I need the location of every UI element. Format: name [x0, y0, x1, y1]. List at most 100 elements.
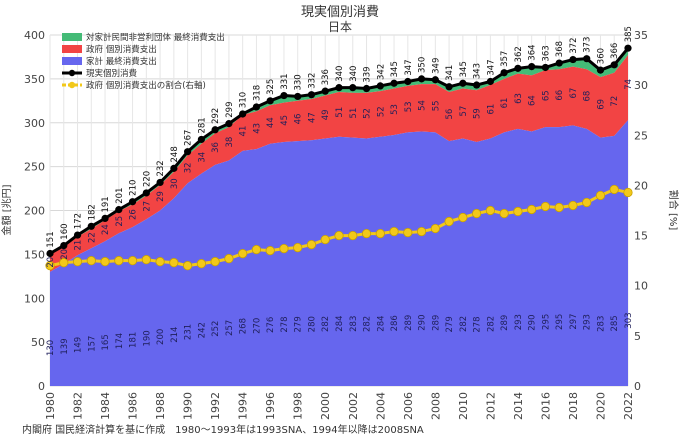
total-point [266, 97, 274, 105]
left-tick-label: 50 [31, 336, 45, 349]
total-point [46, 249, 54, 258]
government-data-label: 69 [596, 99, 606, 110]
legend-label: 家計 最終消費支出 [86, 56, 157, 67]
total-data-label: 350 [418, 57, 428, 73]
government-data-label: 65 [541, 90, 551, 101]
household-data-label: 283 [349, 316, 359, 332]
total-point [569, 55, 577, 64]
x-tick-label: 1996 [264, 392, 277, 420]
right-axis-label: 割合 [%] [667, 190, 680, 231]
right-tick-label: 30 [634, 79, 648, 92]
ratio-point [59, 258, 69, 268]
government-data-label: 72 [610, 96, 620, 107]
household-data-label: 252 [211, 321, 221, 337]
total-data-label: 201 [115, 188, 125, 204]
x-tick-label: 1982 [72, 392, 85, 420]
household-data-label: 290 [418, 315, 428, 331]
household-data-label: 279 [294, 316, 304, 332]
household-data-label: 200 [156, 329, 166, 345]
left-tick-label: 200 [24, 205, 45, 218]
total-point [197, 135, 205, 144]
government-data-label: 27 [142, 201, 152, 212]
ratio-point [196, 259, 206, 269]
ratio-line-series [45, 184, 633, 271]
x-tick-label: 2022 [622, 392, 635, 420]
x-tick-label: 2006 [402, 392, 415, 420]
total-data-label: 363 [541, 45, 551, 61]
household-data-label: 157 [87, 336, 97, 352]
total-point [87, 222, 95, 230]
total-point [610, 61, 618, 69]
area-government-consumption [50, 55, 628, 272]
household-data-label: 289 [500, 315, 510, 331]
total-data-label: 357 [500, 51, 510, 67]
government-data-label: 61 [486, 104, 496, 115]
total-point [500, 69, 508, 77]
total-point [541, 63, 550, 72]
ratio-point [527, 204, 537, 215]
ratio-point [155, 257, 165, 267]
government-data-label: 25 [115, 216, 125, 227]
chart-subtitle: 日本 [328, 20, 352, 34]
total-data-label: 325 [266, 79, 276, 95]
government-data-label: 45 [280, 115, 290, 126]
total-data-label: 342 [376, 64, 386, 80]
household-data-label: 293 [514, 314, 524, 330]
household-data-label: 279 [445, 316, 455, 332]
government-data-label: 67 [569, 88, 579, 99]
household-data-label: 130 [46, 340, 56, 356]
total-data-label: 362 [514, 46, 524, 62]
household-data-label: 303 [624, 312, 634, 328]
total-data-label: 172 [74, 213, 84, 229]
ratio-point [224, 254, 234, 264]
legend-swatch [62, 57, 82, 65]
legend-swatch [62, 33, 82, 41]
area-household-consumption [50, 120, 628, 387]
ratio-point [416, 226, 427, 237]
x-tick-label: 2008 [429, 392, 442, 420]
x-tick-label: 1980 [44, 392, 57, 420]
ratio-point [169, 258, 179, 268]
household-data-label: 149 [74, 337, 84, 353]
government-data-label: 59 [473, 108, 483, 119]
household-data-label: 165 [101, 334, 111, 350]
total-data-label: 343 [473, 63, 483, 79]
left-tick-label: 350 [24, 73, 45, 86]
household-data-label: 190 [142, 330, 152, 346]
ratio-point [265, 246, 275, 256]
total-point [101, 214, 109, 222]
government-data-label: 53 [404, 101, 414, 112]
total-data-label: 182 [87, 204, 97, 220]
ratio-point [45, 261, 55, 271]
government-data-label: 34 [197, 152, 207, 163]
total-point [555, 59, 563, 67]
household-data-label: 181 [129, 332, 139, 348]
total-point [390, 79, 398, 87]
total-data-label: 299 [225, 102, 235, 118]
right-tick-label: 20 [634, 179, 648, 192]
ratio-point [430, 223, 440, 234]
total-point [528, 62, 536, 71]
total-data-label: 385 [624, 26, 634, 42]
x-tick-label: 2016 [539, 392, 552, 420]
household-data-label: 214 [170, 327, 180, 343]
total-point [60, 242, 68, 250]
total-data-label: 292 [211, 108, 221, 124]
total-point [184, 148, 192, 156]
total-point [583, 55, 591, 63]
total-point [335, 84, 343, 92]
right-axis: 0 5 10 15 20 25 30 35 [634, 29, 648, 393]
total-data-label: 345 [459, 61, 469, 77]
government-data-label: 55 [431, 100, 441, 111]
ratio-point [568, 200, 578, 211]
household-data-label: 295 [541, 314, 551, 330]
ratio-point [320, 234, 330, 245]
x-tick-label: 2004 [374, 392, 387, 420]
total-data-label: 345 [390, 61, 400, 77]
household-data-label: 174 [115, 333, 125, 349]
ratio-point [540, 201, 551, 212]
total-point [431, 76, 439, 84]
total-point [459, 79, 467, 87]
ratio-point [306, 239, 317, 250]
total-point [225, 120, 233, 128]
